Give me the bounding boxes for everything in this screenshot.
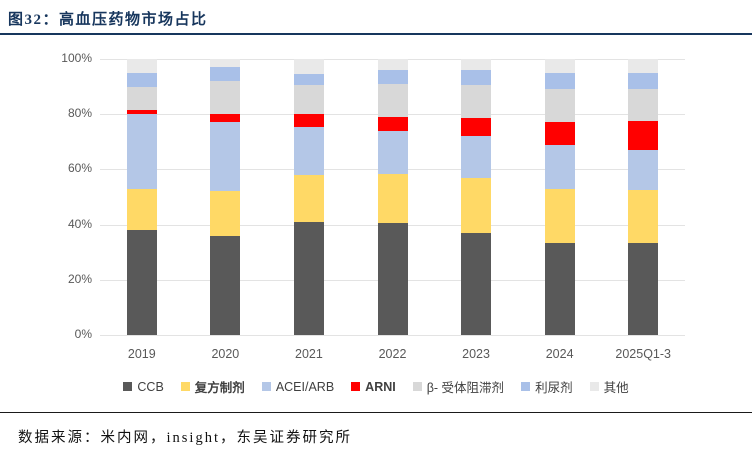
bar-segment <box>544 59 575 73</box>
y-axis-tick-label: 60% <box>67 161 92 176</box>
bar-segment <box>377 223 408 335</box>
bar-segment <box>544 242 575 335</box>
x-axis-tick-label: 2022 <box>378 347 407 361</box>
bar-segment <box>126 110 157 115</box>
bar-segment <box>126 188 157 231</box>
bar-segment <box>293 114 324 127</box>
legend-item: ACEI/ARB <box>261 379 335 394</box>
legend-swatch <box>123 382 133 391</box>
y-axis-tick-label: 20% <box>67 271 92 286</box>
x-axis-tick-label: 2024 <box>545 347 574 361</box>
bar-segment <box>126 59 157 73</box>
bar-segment <box>628 89 659 122</box>
legend-item: CCB <box>123 379 164 394</box>
legend-swatch <box>180 382 190 391</box>
gridline <box>100 335 685 336</box>
bar-segment <box>210 114 241 123</box>
bar-segment <box>377 70 408 84</box>
bar-segment <box>544 89 575 123</box>
bar-segment <box>210 59 241 68</box>
legend-label: β- 受体阻滞剂 <box>426 381 505 395</box>
bar-segment <box>544 188 575 243</box>
bar-segment <box>461 136 492 178</box>
legend-swatch <box>261 382 271 391</box>
bar-segment <box>293 174 324 222</box>
legend-label: CCB <box>137 379 164 394</box>
bar-segment <box>293 126 324 175</box>
legend-label: ARNI <box>365 379 396 394</box>
bar-segment <box>293 74 324 86</box>
bar-segment <box>377 173 408 224</box>
title-divider <box>0 33 752 35</box>
bar-segment <box>210 235 241 335</box>
bar-segment <box>210 81 241 115</box>
y-axis-tick-label: 40% <box>67 216 92 231</box>
bar-segment <box>461 85 492 119</box>
stacked-bar-chart: CCB 复方制剂 ACEI/ARB ARNI β- 受体阻滞剂 利尿剂 其他 0% 20% 40… <box>0 51 752 396</box>
legend-swatch <box>589 382 599 391</box>
plot-area <box>100 59 685 336</box>
legend-swatch <box>351 382 361 391</box>
legend-label: 复方制剂 <box>194 381 245 395</box>
bar-segment <box>628 242 659 335</box>
bar-segment <box>544 122 575 145</box>
bar-segment <box>126 86 157 111</box>
bar-segment <box>377 130 408 174</box>
y-axis-tick-label: 80% <box>67 106 92 121</box>
x-axis-tick-label: 2021 <box>295 347 323 361</box>
x-axis-tick-label: 2019 <box>127 347 156 361</box>
y-axis-tick-label: 0% <box>74 327 92 341</box>
bar-segment <box>210 67 241 82</box>
bar-segment <box>461 70 492 86</box>
legend-label: ACEI/ARB <box>275 379 335 394</box>
bar-segment <box>544 144 575 189</box>
source-note: 数据来源：米内网，insight，东吴证券研究所 <box>18 430 352 446</box>
legend-label: 其他 <box>603 381 629 395</box>
bar-segment <box>461 177 492 233</box>
bar-segment <box>628 190 659 243</box>
bar-segment <box>461 232 492 335</box>
bar-segment <box>377 59 408 71</box>
bar-segment <box>628 150 659 191</box>
bar-segment <box>628 59 659 73</box>
bar-segment <box>210 191 241 236</box>
bar-segment <box>126 230 157 335</box>
bar-segment <box>544 72 575 90</box>
legend-swatch <box>412 382 422 391</box>
bar-segment <box>377 83 408 117</box>
x-axis-tick-label: 2023 <box>462 347 490 361</box>
bar-segment <box>461 118 492 137</box>
legend-item: 复方制剂 <box>180 377 245 396</box>
legend-item: 其他 <box>589 377 629 396</box>
bar-segment <box>210 122 241 192</box>
bar-segment <box>377 116 408 131</box>
legend-label: 利尿剂 <box>535 381 573 395</box>
bar-segment <box>293 59 324 75</box>
figure-title: 图32：高血压药物市场占比 <box>8 12 208 28</box>
bar-segment <box>126 72 157 87</box>
x-axis-tick-label: 2020 <box>211 347 240 361</box>
bar-segment <box>628 72 659 90</box>
bar-segment <box>293 85 324 115</box>
chart-legend: CCB 复方制剂 ACEI/ARB ARNI β- 受体阻滞剂 利尿剂 其他 <box>0 377 752 396</box>
x-axis-tick-label: 2025Q1-3 <box>615 347 671 361</box>
footer-divider <box>0 412 752 413</box>
legend-item: 利尿剂 <box>521 377 573 396</box>
legend-item: β- 受体阻滞剂 <box>412 377 505 396</box>
bar-segment <box>126 114 157 189</box>
legend-item: ARNI <box>351 380 396 394</box>
y-axis-tick-label: 100% <box>61 51 92 65</box>
legend-swatch <box>521 382 531 391</box>
bar-segment <box>293 221 324 335</box>
bar-segment <box>628 121 659 151</box>
bar-segment <box>461 59 492 71</box>
